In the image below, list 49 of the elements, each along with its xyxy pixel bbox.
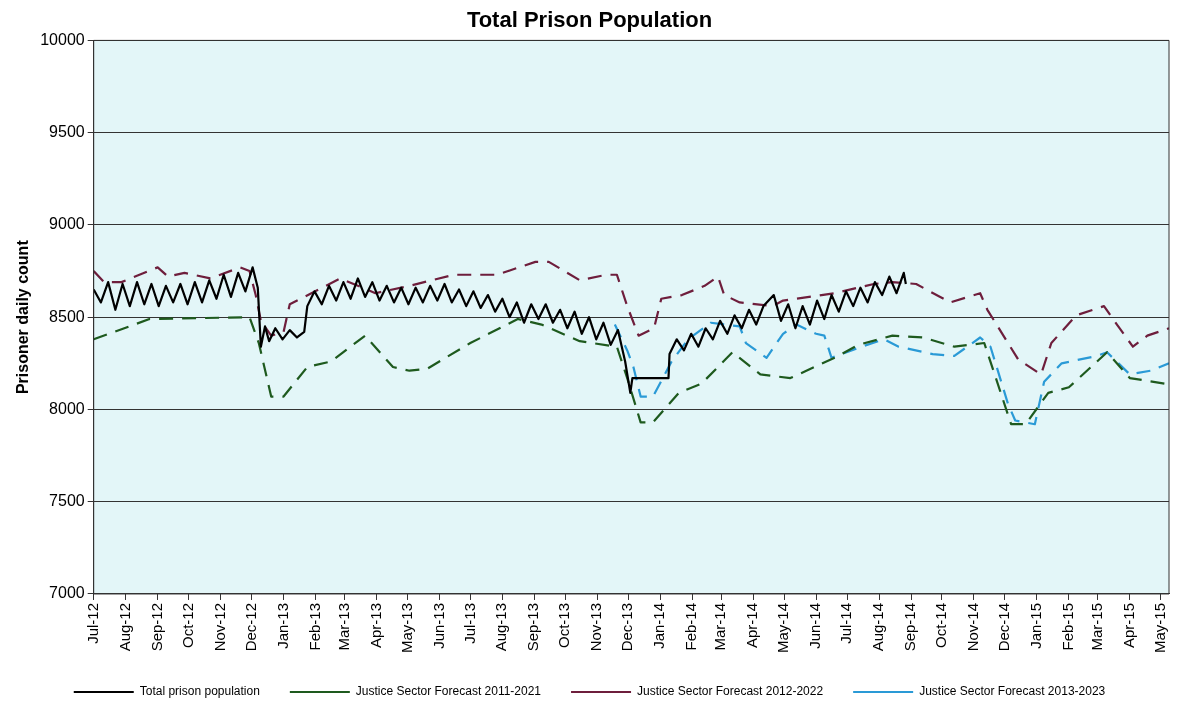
x-tick-label: Mar-13 — [334, 602, 352, 651]
x-tick-label: Oct-13 — [555, 602, 573, 648]
y-tick-label: 9000 — [49, 215, 85, 233]
x-tick-label: Apr-15 — [1119, 602, 1137, 649]
x-tick-label: Jan-13 — [273, 602, 291, 649]
y-tick-label: 8000 — [49, 399, 85, 417]
y-tick-label: 7500 — [49, 492, 85, 510]
x-tick-label: Mar-15 — [1087, 602, 1105, 651]
x-tick-label: Aug-13 — [492, 602, 510, 652]
x-tick-label: Nov-13 — [587, 602, 605, 652]
x-tick-label: Mar-14 — [711, 602, 729, 651]
y-tick-label: 8500 — [49, 307, 85, 325]
y-tick-label: 10000 — [40, 30, 85, 48]
y-tick-label: 9500 — [49, 123, 85, 141]
x-tick-label: Apr-14 — [743, 602, 761, 649]
x-tick-label: Jul-14 — [837, 602, 855, 644]
x-tick-label: Aug-14 — [869, 602, 887, 652]
x-tick-label: Dec-12 — [241, 602, 259, 652]
x-tick-label: Nov-14 — [964, 602, 982, 652]
x-tick-label: Aug-12 — [115, 602, 133, 652]
legend-label: Justice Sector Forecast 2011-2021 — [355, 684, 542, 699]
y-axis-title: Prisoner daily count — [14, 239, 32, 395]
x-tick-label: Sep-13 — [524, 602, 542, 652]
x-tick-label: Dec-14 — [995, 602, 1013, 652]
x-tick-label: Jul-12 — [83, 602, 101, 644]
x-tick-label: May-15 — [1150, 602, 1168, 654]
x-tick-label: Jul-13 — [460, 602, 478, 644]
x-tick-label: Oct-14 — [932, 602, 950, 648]
x-tick-label: Dec-13 — [618, 602, 636, 652]
x-tick-label: Oct-12 — [178, 602, 196, 648]
x-tick-label: Jun-13 — [429, 602, 447, 649]
x-tick-label: Feb-13 — [305, 602, 323, 651]
x-tick-label: Nov-12 — [210, 602, 228, 652]
x-tick-label: Feb-15 — [1059, 602, 1077, 651]
chart-title: Total Prison Population — [466, 7, 713, 33]
x-tick-label: Jan-15 — [1027, 602, 1045, 649]
legend-label: Justice Sector Forecast 2012-2022 — [637, 684, 824, 699]
legend-label: Total prison population — [139, 684, 260, 699]
x-tick-label: Feb-14 — [682, 602, 700, 651]
x-tick-label: Sep-14 — [901, 602, 919, 652]
line-series — [613, 321, 1169, 426]
x-tick-label: Jan-14 — [650, 602, 668, 649]
legend-label: Justice Sector Forecast 2013-2023 — [919, 684, 1106, 699]
x-tick-label: Apr-13 — [366, 602, 384, 649]
x-tick-label: May-14 — [774, 602, 792, 654]
x-tick-label: May-13 — [397, 602, 415, 654]
y-tick-label: 7000 — [49, 584, 85, 602]
x-tick-label: Jun-14 — [806, 602, 824, 649]
x-tick-label: Sep-12 — [147, 602, 165, 652]
